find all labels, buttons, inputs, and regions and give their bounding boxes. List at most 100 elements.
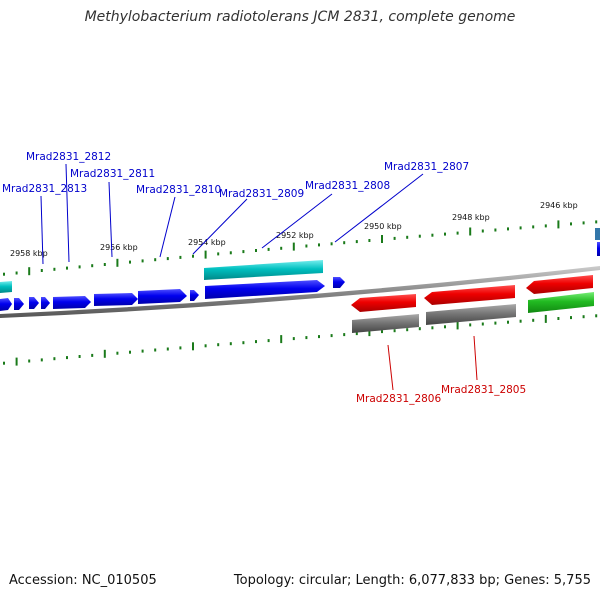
tick-mark [53, 267, 56, 271]
gene-arrow[interactable] [41, 297, 50, 309]
gene-label-mrad2831-2812[interactable]: Mrad2831_2812 [26, 151, 111, 163]
kbp-label-2958: 2958 kbp [10, 249, 48, 258]
tick-mark [179, 346, 182, 350]
feature-box[interactable] [426, 304, 516, 325]
feature-box[interactable] [352, 314, 419, 333]
tick-mark [406, 328, 409, 332]
reverse-genes [351, 275, 593, 312]
tick-mark [3, 272, 5, 276]
gene-labels-bottom [387, 335, 478, 391]
tick-mark [204, 344, 207, 348]
tick-mark [519, 226, 522, 230]
tick-mark [406, 235, 409, 239]
kbp-label-2956: 2956 kbp [100, 243, 138, 252]
tick-row-top [3, 220, 598, 276]
tick-mark [280, 246, 283, 250]
tick-mark [582, 315, 585, 319]
gene-arrow-mrad2831-2813[interactable] [53, 296, 91, 309]
tick-mark [255, 249, 257, 252]
tick-mark [141, 349, 144, 353]
tick-mark [255, 340, 257, 344]
tick-mark [66, 266, 68, 270]
gene-arrow-mrad2831-2811[interactable] [138, 289, 187, 304]
tick-mark [103, 263, 106, 266]
tick-mark [355, 332, 358, 336]
tick-mark [481, 322, 484, 326]
kbp-label-2950: 2950 kbp [364, 222, 402, 231]
tick-mark [129, 260, 131, 264]
tick-mark [267, 339, 270, 343]
gene-arrow[interactable] [0, 298, 12, 311]
tick-mark [494, 321, 497, 325]
tick-mark [381, 330, 383, 334]
tick-mark [292, 337, 295, 341]
kbp-label-2952: 2952 kbp [276, 231, 314, 240]
tick-mark [229, 342, 232, 346]
gene-arrow-mrad2831-2810[interactable] [190, 290, 199, 301]
rna-feature[interactable] [595, 228, 600, 240]
tick-mark [15, 357, 18, 366]
tick-mark [507, 227, 509, 231]
gene-label-mrad2831-2805[interactable]: Mrad2831_2805 [441, 384, 526, 396]
tick-mark [292, 242, 295, 251]
gene-label-mrad2831-2811[interactable]: Mrad2831_2811 [70, 168, 155, 180]
gene-label-mrad2831-2810[interactable]: Mrad2831_2810 [136, 184, 221, 196]
rna-feature[interactable] [204, 260, 323, 280]
tick-mark [444, 232, 446, 236]
rna-feature[interactable] [0, 281, 12, 293]
tick-mark [179, 255, 182, 259]
tick-mark [444, 325, 446, 329]
gene-label-mrad2831-2813[interactable]: Mrad2831_2813 [2, 183, 87, 195]
tick-mark [192, 342, 194, 351]
forward-genes [0, 242, 600, 311]
tick-mark [229, 251, 232, 255]
tick-mark [154, 258, 157, 262]
tick-mark [368, 328, 371, 337]
tick-mark [15, 271, 18, 275]
topology-text: Topology: circular; Length: 6,077,833 bp… [233, 573, 591, 588]
tick-mark [330, 334, 333, 338]
kbp-label-2954: 2954 kbp [188, 238, 226, 247]
tick-mark [393, 236, 396, 240]
tick-mark [166, 347, 169, 351]
tick-mark [78, 355, 81, 358]
tick-mark [418, 327, 421, 331]
gene-arrow[interactable] [29, 297, 39, 309]
tick-mark [116, 258, 119, 267]
gene-arrow-mrad2831-2812[interactable] [94, 293, 138, 306]
tick-mark [481, 229, 484, 233]
tick-mark [418, 234, 421, 238]
tick-mark [544, 224, 547, 228]
feature-box[interactable] [528, 292, 594, 313]
tick-mark [53, 357, 56, 361]
kbp-label-2946: 2946 kbp [540, 201, 578, 210]
tick-mark [242, 341, 245, 345]
tick-mark [456, 321, 459, 330]
gene-arrow[interactable] [597, 242, 600, 256]
tick-mark [242, 250, 245, 254]
tick-mark [78, 265, 81, 269]
tick-mark [28, 359, 31, 363]
tick-mark [116, 351, 119, 355]
gene-label-mrad2831-2806[interactable]: Mrad2831_2806 [356, 393, 441, 405]
tick-mark [557, 317, 560, 320]
tick-mark [544, 314, 547, 323]
gene-arrow-mrad2831-2808[interactable] [333, 277, 345, 288]
gene-label-mrad2831-2808[interactable]: Mrad2831_2808 [305, 180, 390, 192]
tick-mark [154, 348, 157, 352]
gene-label-mrad2831-2807[interactable]: Mrad2831_2807 [384, 161, 469, 173]
tick-mark [318, 335, 320, 339]
accession-text: Accession: NC_010505 [9, 573, 157, 588]
gene-arrow[interactable] [14, 298, 24, 310]
tick-mark [519, 319, 522, 323]
tick-mark [192, 254, 194, 258]
gene-arrow-mrad2831-2805[interactable] [424, 285, 515, 305]
tick-mark [318, 243, 320, 247]
gene-arrow[interactable] [526, 275, 593, 294]
tick-mark [28, 267, 31, 276]
tick-mark [280, 335, 283, 344]
gene-arrow-mrad2831-2806[interactable] [351, 294, 416, 312]
tick-mark [582, 221, 585, 225]
gene-arrow-mrad2831-2809[interactable] [205, 280, 325, 299]
gene-label-mrad2831-2809[interactable]: Mrad2831_2809 [219, 188, 304, 200]
